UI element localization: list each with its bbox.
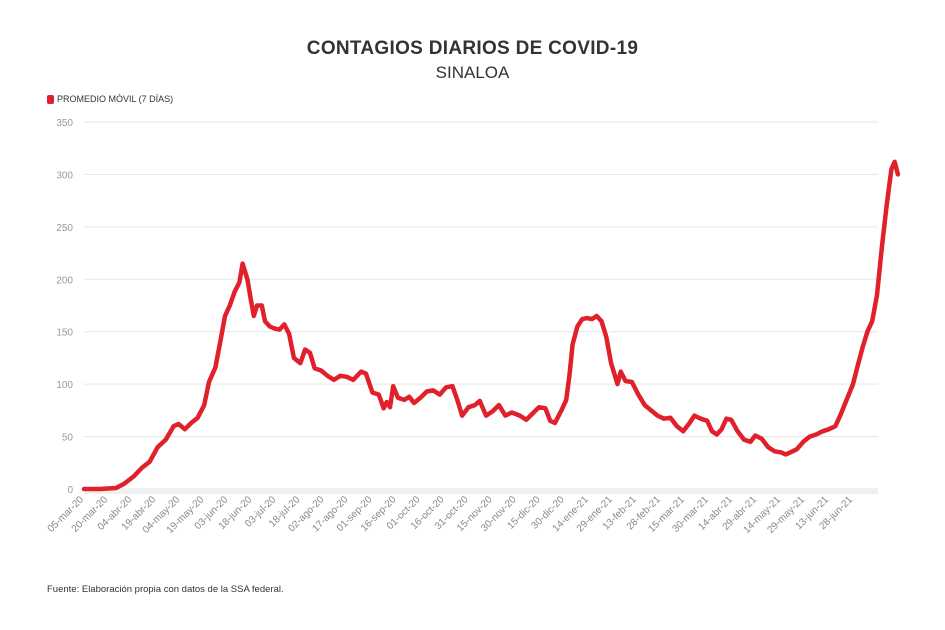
x-axis-band [84, 489, 878, 494]
y-tick-label: 150 [56, 328, 73, 339]
y-tick-label: 200 [56, 275, 73, 286]
source-note: Fuente: Elaboración propia con datos de … [47, 584, 284, 595]
series [81, 159, 901, 492]
y-tick-label: 350 [56, 118, 73, 129]
y-tick-label: 0 [67, 485, 73, 496]
y-tick-label: 300 [56, 170, 73, 181]
y-tick-label: 50 [62, 433, 74, 444]
legend-swatch [47, 94, 54, 104]
chart-title: CONTAGIOS DIARIOS DE COVID-19 [306, 38, 639, 59]
y-tick-label: 250 [56, 223, 73, 234]
legend-label: PROMEDIO MÓVIL (7 DÍAS) [57, 94, 174, 104]
chart-subtitle: SINALOA [435, 63, 510, 82]
y-tick-label: 100 [56, 380, 73, 391]
legend: PROMEDIO MÓVIL (7 DÍAS) [47, 94, 173, 104]
series-line [81, 159, 901, 492]
grid [84, 121, 878, 494]
y-axis: 0 50 100 150 200 250 300 350 [56, 118, 73, 496]
x-axis: 05-mar-2020-mar-2004-abr-2019-abr-2004-m… [46, 494, 856, 536]
